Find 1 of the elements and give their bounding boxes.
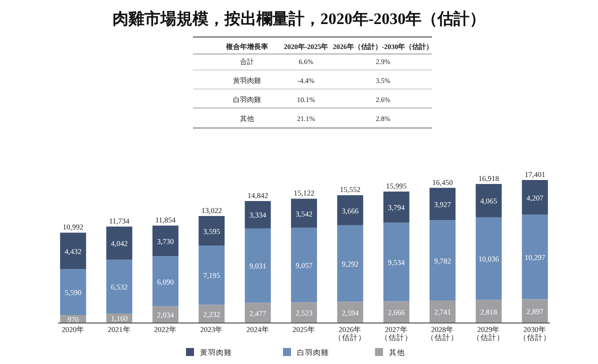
chart-title: 肉雞市場規模，按出欄量計，2020年-2030年（估計） xyxy=(112,10,486,28)
